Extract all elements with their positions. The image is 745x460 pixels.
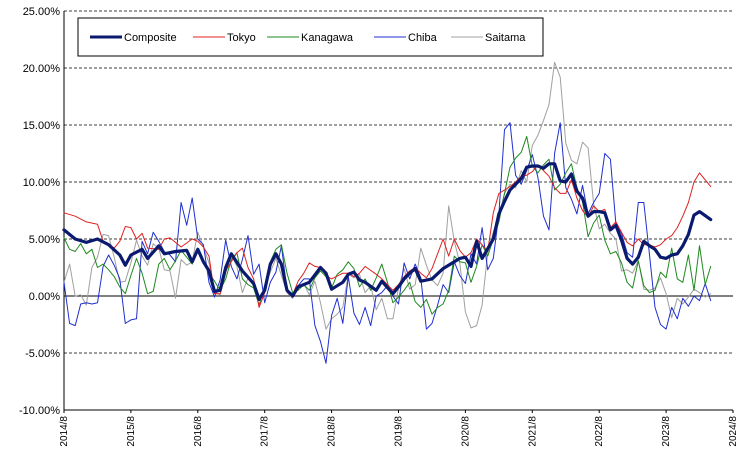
x-tick-label: 2019/8 [394,416,405,447]
legend-label-kanagawa: Kanagawa [301,32,354,44]
legend-label-tokyo: Tokyo [227,32,256,44]
x-tick-label: 2018/8 [327,416,338,447]
x-tick-label: 2024/8 [728,416,739,447]
series-line-saitama [63,61,712,330]
x-tick-label: 2017/8 [260,416,271,447]
legend: Composite Tokyo Kanagawa Chiba Saitama [77,17,544,57]
x-tick-label: 2023/8 [661,416,672,447]
series-layer [62,61,713,364]
x-tick-label: 2022/8 [594,416,605,447]
y-tick-label: 5.00% [29,234,60,246]
x-tick-label: 2014/8 [59,416,70,447]
x-tick-label: 2015/8 [126,416,137,447]
series-line-composite [62,162,713,301]
legend-label-saitama: Saitama [485,32,526,44]
y-tick-label: 10.00% [23,177,61,189]
y-tick-label: 0.00% [29,291,60,303]
y-tick-label: -5.00% [25,348,60,360]
legend-label-composite: Composite [124,32,177,44]
x-tick-label: 2021/8 [527,416,538,447]
x-tick-label: 2020/8 [460,416,471,447]
legend-label-chiba: Chiba [408,32,438,44]
y-tick-label: 15.00% [23,120,61,132]
axis-layer: 25.00% 20.00% 15.00% 10.00% 5.00% 0.00% -5.00%… [19,6,739,447]
x-tick-label: 2016/8 [193,416,204,447]
y-tick-label: 20.00% [23,63,61,75]
y-tick-label: 25.00% [23,6,61,18]
y-tick-label: -10.00% [19,405,60,417]
series-line-kanagawa [63,135,712,315]
